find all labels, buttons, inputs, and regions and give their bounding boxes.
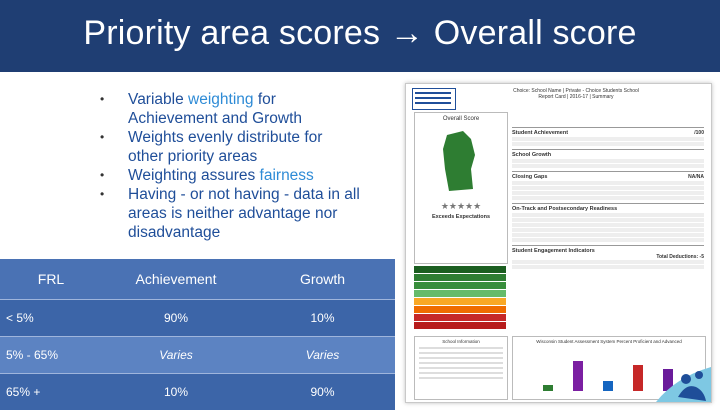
overall-score-label: Overall Score xyxy=(415,116,507,122)
section-score: /100 xyxy=(694,130,704,136)
bullet-item: • Weighting assures fairness xyxy=(100,166,360,185)
chart-bar xyxy=(543,385,553,391)
header-growth: Growth xyxy=(250,259,395,300)
slide-title: Priority area scores → Overall score xyxy=(0,14,720,53)
bullet-dot-icon: • xyxy=(100,185,104,204)
frl-cell: < 5% xyxy=(0,300,102,337)
bullet-dot-icon: • xyxy=(100,90,104,109)
header-achievement: Achievement xyxy=(102,259,250,300)
bullet-list: • Variable weighting for Achievement and… xyxy=(100,90,360,242)
wisconsin-map-icon xyxy=(441,129,481,195)
section-on-track: On-Track and Postsecondary Readiness xyxy=(512,203,704,242)
bullet-dot-icon: • xyxy=(100,128,104,147)
school-info-panel: School Information xyxy=(414,336,508,400)
priority-sections: Student Achievement/100 School Growth Cl… xyxy=(512,124,704,270)
rating-legend xyxy=(414,266,506,330)
table-row: < 5% 90% 10% xyxy=(0,300,395,337)
bullet-item: • Variable weighting for Achievement and… xyxy=(100,90,360,128)
growth-cell: 10% xyxy=(250,300,395,337)
bullet-text-4: Having - or not having - data in all are… xyxy=(128,186,360,241)
header-frl: FRL xyxy=(0,259,102,300)
section-name: On-Track and Postsecondary Readiness xyxy=(512,206,704,212)
rating-stars-icon: ★★★★★ xyxy=(415,201,507,212)
bullet-text-1a: Variable xyxy=(128,91,188,108)
table-header-row: FRL Achievement Growth xyxy=(0,259,395,300)
bullet-text-3a: Weighting assures xyxy=(128,167,260,184)
report-card-header: Choice: School Name | Private - Choice S… xyxy=(506,88,646,100)
section-engagement: Student Engagement Indicators Total Dedu… xyxy=(512,245,704,269)
section-name: School Growth xyxy=(512,152,704,158)
deductions-label: Total Deductions: -5 xyxy=(656,254,704,260)
bullet-highlight-weighting: weighting xyxy=(188,91,254,108)
dpi-logo-icon xyxy=(412,88,456,110)
report-card-thumbnail: Choice: School Name | Private - Choice S… xyxy=(405,83,712,403)
section-school-growth: School Growth xyxy=(512,149,704,168)
chart-bar xyxy=(603,381,613,391)
section-name: Student Achievement xyxy=(512,130,568,136)
section-closing-gaps: Closing Gaps NA/NA xyxy=(512,171,704,200)
chart-bar xyxy=(633,365,643,391)
dpi-family-logo-icon xyxy=(656,357,711,402)
weighting-table: FRL Achievement Growth < 5% 90% 10% 5% -… xyxy=(0,259,395,410)
table-row: 5% - 65% Varies Varies xyxy=(0,337,395,374)
section-score: NA/NA xyxy=(688,174,704,180)
rating-label: Exceeds Expectations xyxy=(415,214,507,220)
chart-bar xyxy=(573,361,583,391)
section-name: Student Engagement Indicators xyxy=(512,248,595,254)
bullet-item: • Weights evenly distribute for other pr… xyxy=(100,128,360,166)
section-name: Closing Gaps xyxy=(512,174,547,180)
achievement-cell: 90% xyxy=(102,300,250,337)
growth-cell: Varies xyxy=(250,337,395,374)
bullet-text-2: Weights evenly distribute for other prio… xyxy=(128,129,322,165)
overall-score-panel: Overall Score ★★★★★ Exceeds Expectations xyxy=(414,112,508,264)
bullet-highlight-fairness: fairness xyxy=(260,167,314,184)
frl-cell: 5% - 65% xyxy=(0,337,102,374)
bullet-dot-icon: • xyxy=(100,166,104,185)
assessment-chart-title: Wisconsin Student Assessment System Perc… xyxy=(513,339,705,344)
school-info-label: School Information xyxy=(415,339,507,344)
achievement-cell: Varies xyxy=(102,337,250,374)
bullet-item: • Having - or not having - data in all a… xyxy=(100,185,360,242)
section-student-achievement: Student Achievement/100 xyxy=(512,127,704,146)
